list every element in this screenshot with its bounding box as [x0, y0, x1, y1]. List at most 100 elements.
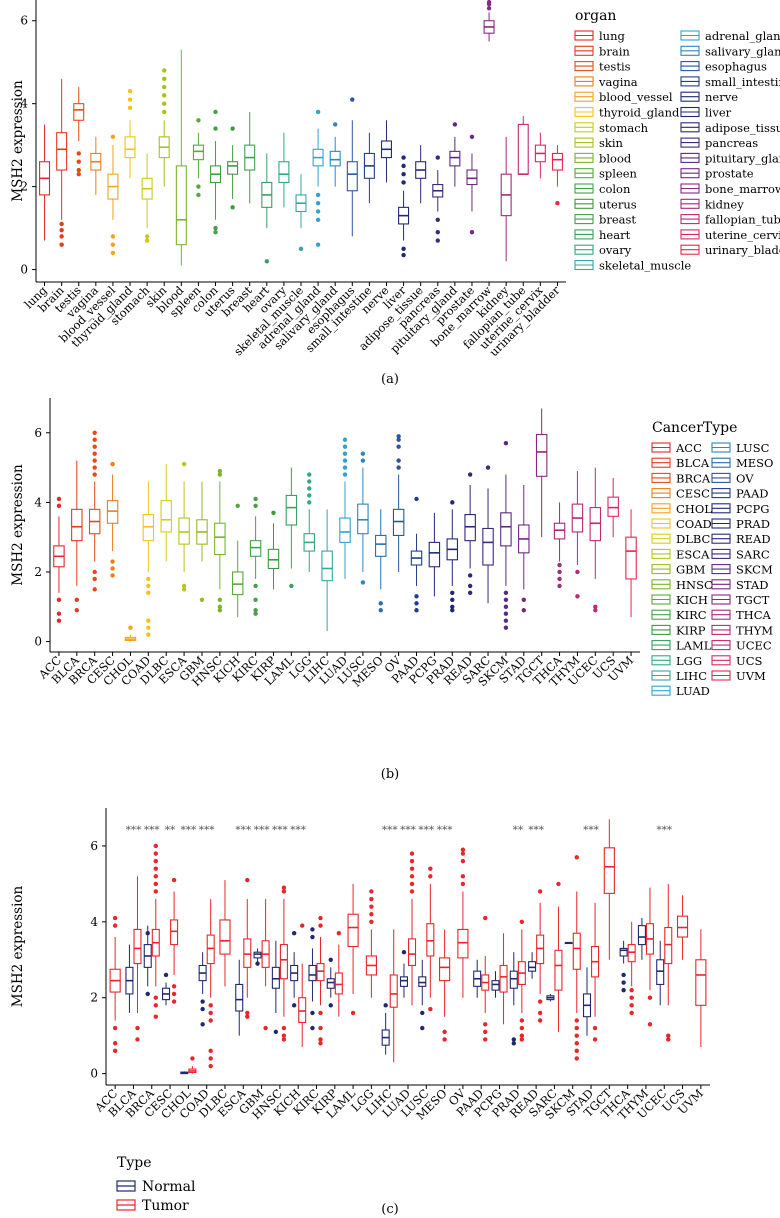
legend-item: PRAD [711, 517, 770, 531]
outlier-point [409, 889, 415, 894]
legend-label: spleen [599, 167, 638, 181]
outlier-point [110, 461, 115, 467]
outlier-point [401, 246, 406, 252]
outlier-point [629, 1003, 634, 1008]
outlier-point [592, 1037, 598, 1042]
legend-label: testis [599, 60, 631, 74]
outlier-point [200, 999, 205, 1004]
outlier-point [318, 1010, 323, 1016]
box-tumor-LUSC [426, 866, 435, 1012]
outlier-point [621, 980, 626, 985]
box-blood_vessel [107, 134, 119, 256]
legend-label: SKCM [736, 563, 773, 577]
outlier-point [420, 1010, 425, 1016]
outlier-point [503, 441, 509, 446]
box-iqr [279, 944, 288, 980]
box-tumor-LUAD [407, 851, 417, 1006]
box-LUSC [357, 451, 369, 585]
outlier-point [342, 458, 348, 463]
outlier-point [213, 230, 218, 235]
outlier-point [196, 192, 201, 198]
outlier-point [483, 915, 488, 921]
outlier-point [621, 987, 626, 993]
significance-marker: *** [382, 824, 399, 836]
legend-item: prostate [680, 167, 754, 181]
significance-marker: *** [418, 824, 435, 836]
outlier-point [428, 874, 433, 879]
y-tick-label: 0 [90, 1067, 98, 1081]
outlier-point [409, 874, 415, 879]
box-tumor-DLBC [219, 880, 231, 987]
box-iqr [316, 963, 325, 982]
box-normal-LIHC [381, 1003, 390, 1055]
box-lung [39, 124, 51, 241]
legend-item: spleen [574, 167, 638, 181]
box-iqr [392, 508, 405, 536]
significance-marker: *** [180, 824, 197, 836]
outlier-point [163, 972, 169, 978]
box-COAD [142, 481, 155, 637]
significance-marker: *** [656, 824, 673, 836]
outlier-point [253, 583, 258, 589]
box-tumor-UCEC [664, 883, 673, 1042]
legend-label: blood [599, 151, 632, 165]
outlier-point [503, 625, 509, 630]
box-esophagus [346, 97, 358, 237]
box-normal-PRAD [509, 952, 518, 1046]
box-normal-HNSC [271, 940, 280, 1035]
outlier-point [401, 180, 406, 185]
y-tick-label: 6 [34, 426, 42, 440]
box-iqr [553, 522, 566, 540]
box-tumor-BLCA [133, 876, 142, 1042]
box-LIHC [321, 509, 333, 632]
box-iqr [619, 947, 628, 957]
box-iqr [603, 847, 615, 894]
outlier-point [537, 1010, 543, 1016]
legend-label: BRCA [676, 471, 711, 485]
outlier-point [230, 126, 235, 131]
box-BLCA [71, 460, 83, 613]
legend-item: testis [574, 60, 631, 74]
legend-item: adipose_tissue [680, 121, 780, 135]
box-tumor-TGCT [603, 819, 615, 960]
legend-item: uterus [574, 197, 637, 211]
outlier-point [128, 625, 133, 630]
legend-label: STAD [736, 578, 768, 592]
box-PCPG [428, 512, 441, 597]
outlier-point [74, 608, 80, 613]
outlier-point [59, 221, 64, 227]
outlier-point [315, 242, 321, 247]
box-TGCT [535, 408, 548, 538]
box-spleen [192, 118, 204, 198]
box-normal-KIRP [326, 957, 335, 1008]
legend-label: liver [705, 106, 732, 120]
box-normal-BLCA [125, 944, 134, 1013]
box-adipose_tissue [415, 145, 427, 204]
outlier-point [460, 858, 466, 864]
box-fallopian_tube [517, 116, 529, 175]
box-iqr [572, 932, 581, 970]
legend-item: UCS [711, 654, 762, 668]
box-iqr [357, 503, 369, 535]
legend-item: urinary_bladder [680, 243, 780, 257]
legend-label: KICH [676, 593, 708, 607]
outlier-point [253, 496, 258, 502]
outlier-point [59, 234, 64, 239]
outlier-point [110, 134, 116, 140]
legend-label: KIRP [676, 623, 706, 637]
outlier-point [315, 192, 321, 198]
box-iqr [500, 512, 512, 547]
legend-label: small_intestine [705, 75, 780, 89]
legend-item: SKCM [711, 563, 773, 577]
box-iqr [554, 949, 563, 991]
legend-item: HNSC [651, 578, 713, 592]
outlier-point [145, 931, 150, 936]
box-normal-PAAD [473, 959, 482, 998]
significance-marker: *** [528, 824, 545, 836]
legend-label: CHOL [676, 502, 712, 516]
box-prostate [466, 134, 478, 235]
outlier-point [92, 569, 97, 575]
outlier-point [435, 217, 440, 222]
outlier-point [414, 608, 419, 613]
box-KICH [231, 503, 244, 618]
